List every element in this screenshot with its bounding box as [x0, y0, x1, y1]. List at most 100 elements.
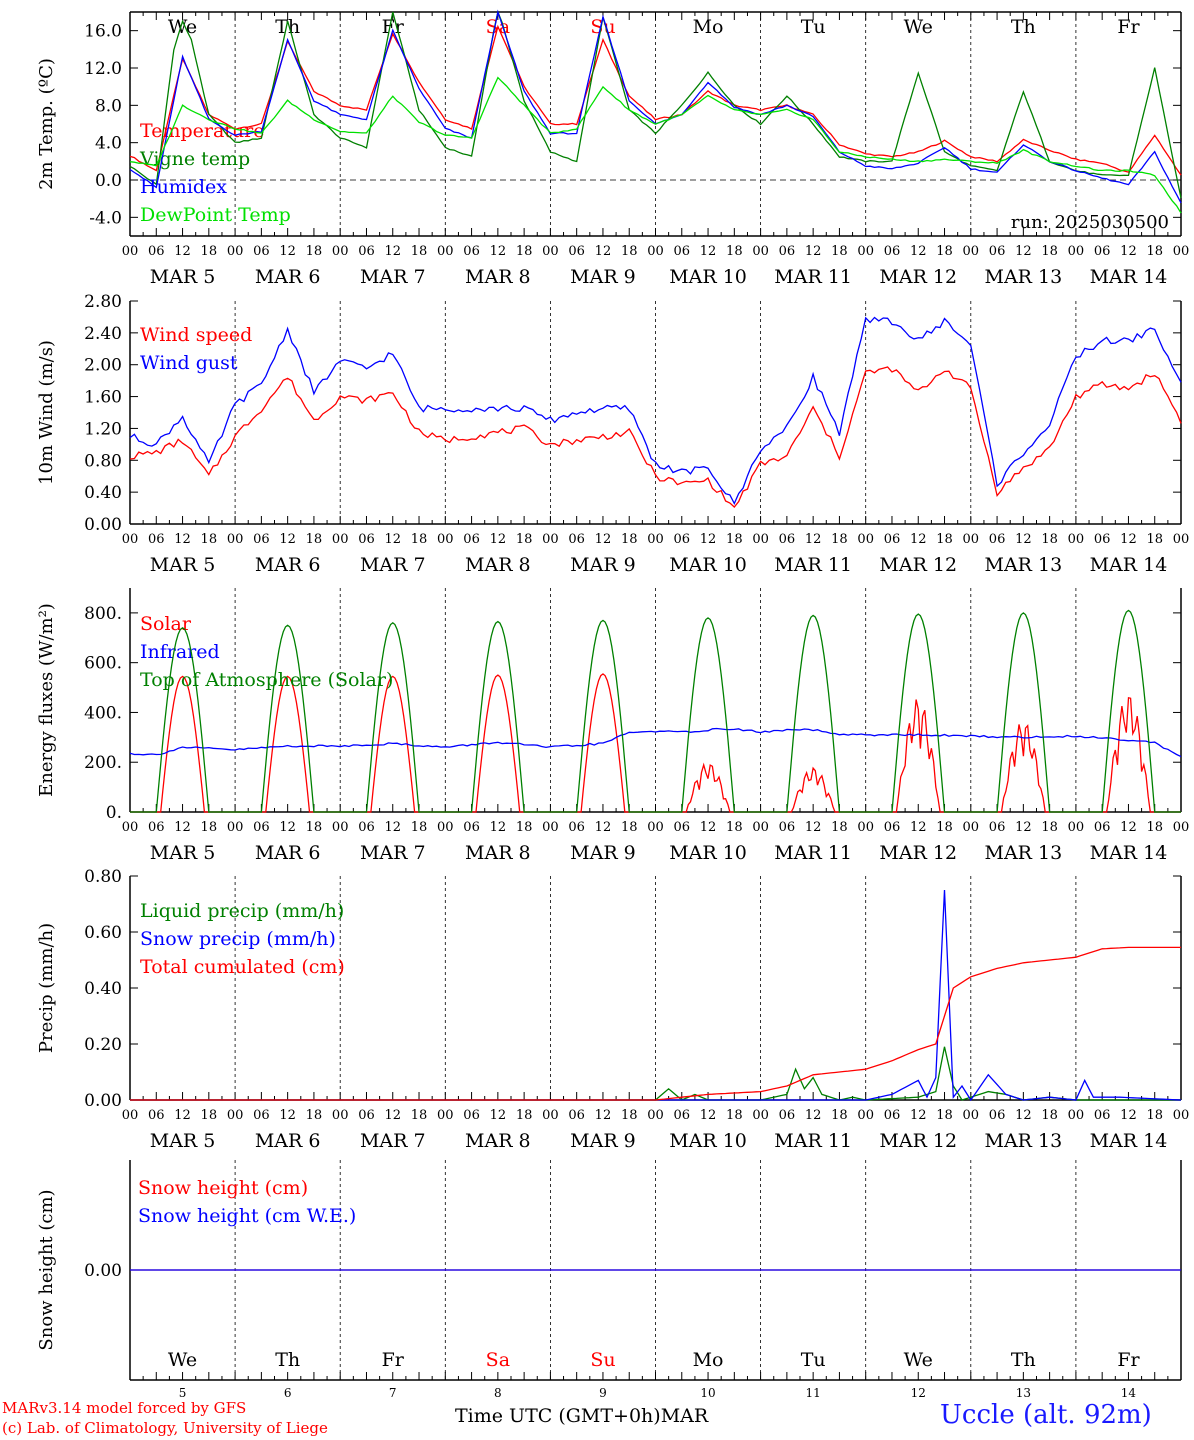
hour-tick-label: 06 [148, 244, 165, 259]
legend-entry: Snow precip (mm/h) [140, 928, 336, 950]
day-number: 7 [389, 1386, 397, 1400]
y-tick-label: 1.20 [84, 419, 122, 439]
hour-tick-label: 12 [1120, 820, 1137, 835]
hour-tick-label: 12 [384, 1108, 401, 1123]
hour-tick-label: 00 [1068, 1108, 1085, 1123]
hour-tick-label: 00 [122, 1108, 139, 1123]
hour-tick-label: 00 [963, 1108, 980, 1123]
hour-tick-label: 06 [989, 820, 1006, 835]
hour-tick-label: 06 [148, 1108, 165, 1123]
hour-tick-label: 12 [1015, 1108, 1032, 1123]
date-label: MAR 14 [1090, 266, 1168, 288]
hour-tick-label: 12 [805, 244, 822, 259]
hour-tick-label: 12 [279, 532, 296, 547]
hour-tick-label: 18 [201, 532, 218, 547]
hour-tick-label: 18 [411, 532, 428, 547]
hour-tick-label: 12 [1015, 532, 1032, 547]
hour-tick-label: 18 [831, 820, 848, 835]
date-label: MAR 14 [1090, 1130, 1168, 1152]
y-tick-label: -4.0 [89, 208, 122, 228]
hour-tick-label: 00 [1173, 244, 1190, 259]
y-tick-label: 0.40 [84, 979, 122, 999]
date-label: MAR 5 [150, 266, 216, 288]
hour-tick-label: 00 [227, 820, 244, 835]
day-label: Fr [1117, 16, 1140, 38]
date-label: MAR 8 [465, 1130, 531, 1152]
hour-tick-label: 12 [174, 244, 191, 259]
date-label: MAR 7 [360, 266, 426, 288]
date-label: MAR 11 [774, 1130, 852, 1152]
hour-tick-label: 12 [700, 820, 717, 835]
hour-tick-label: 06 [674, 532, 691, 547]
day-number: 10 [700, 1386, 715, 1400]
day-label: Mo [693, 16, 724, 38]
legend-entry: Humidex [140, 176, 227, 198]
y-tick-label: 0.00 [84, 1091, 122, 1111]
hour-tick-label: 06 [463, 244, 480, 259]
hour-tick-label: 18 [621, 532, 638, 547]
hour-tick-label: 06 [884, 820, 901, 835]
hour-tick-label: 12 [279, 820, 296, 835]
date-label: MAR 6 [255, 554, 321, 576]
date-label: MAR 13 [984, 1130, 1062, 1152]
date-label: MAR 10 [669, 554, 747, 576]
hour-tick-label: 12 [1015, 244, 1032, 259]
hour-tick-label: 18 [1146, 244, 1163, 259]
hour-tick-label: 12 [805, 820, 822, 835]
hour-tick-label: 12 [700, 244, 717, 259]
hour-tick-label: 06 [674, 244, 691, 259]
hour-tick-label: 00 [437, 244, 454, 259]
day-label: We [168, 1349, 197, 1371]
series-line [130, 609, 1181, 813]
day-label: Th [1011, 1349, 1036, 1371]
y-axis-title: 10m Wind (m/s) [36, 340, 57, 485]
hour-tick-label: 00 [963, 244, 980, 259]
date-label: MAR 10 [669, 842, 747, 864]
hour-tick-label: 06 [674, 820, 691, 835]
hour-tick-label: 12 [490, 532, 507, 547]
date-label: MAR 9 [570, 842, 636, 864]
legend-entry: Snow height (cm) [138, 1177, 308, 1199]
hour-tick-label: 12 [1015, 820, 1032, 835]
date-label: MAR 12 [879, 1130, 957, 1152]
y-tick-label: 8.0 [95, 96, 122, 116]
day-label: Su [590, 16, 615, 38]
y-axis-title: Snow height (cm) [36, 1189, 57, 1350]
hour-tick-label: 06 [884, 1108, 901, 1123]
date-label: MAR 12 [879, 842, 957, 864]
date-label: MAR 8 [465, 554, 531, 576]
date-label: MAR 10 [669, 266, 747, 288]
run-label: run: 2025030500 [1011, 212, 1169, 233]
hour-tick-label: 00 [332, 244, 349, 259]
hour-tick-label: 06 [463, 532, 480, 547]
hour-tick-label: 06 [358, 244, 375, 259]
hour-tick-label: 06 [884, 244, 901, 259]
date-label: MAR 13 [984, 842, 1062, 864]
legend-entry: Wind speed [140, 324, 252, 346]
y-tick-label: 16.0 [84, 22, 122, 42]
date-label: MAR 8 [465, 266, 531, 288]
hour-tick-label: 12 [279, 1108, 296, 1123]
date-label: MAR 11 [774, 266, 852, 288]
hour-tick-label: 00 [647, 532, 664, 547]
hour-tick-label: 00 [227, 244, 244, 259]
hour-tick-label: 00 [647, 820, 664, 835]
legend-entry: Solar [140, 613, 192, 635]
hour-tick-label: 00 [857, 532, 874, 547]
date-label: MAR 12 [879, 266, 957, 288]
site-label: Uccle (alt. 92m) [940, 1400, 1152, 1430]
hour-tick-label: 12 [805, 532, 822, 547]
date-label: MAR 11 [774, 554, 852, 576]
day-label: Th [275, 1349, 300, 1371]
hour-tick-label: 00 [1068, 532, 1085, 547]
hour-tick-label: 18 [1041, 820, 1058, 835]
hour-tick-label: 06 [568, 1108, 585, 1123]
hour-tick-label: 06 [253, 244, 270, 259]
hour-tick-label: 18 [306, 532, 323, 547]
hour-tick-label: 00 [332, 820, 349, 835]
hour-tick-label: 18 [1041, 244, 1058, 259]
hour-tick-label: 18 [831, 532, 848, 547]
hour-tick-label: 18 [621, 244, 638, 259]
hour-tick-label: 12 [384, 532, 401, 547]
day-label: Tu [801, 1349, 826, 1371]
